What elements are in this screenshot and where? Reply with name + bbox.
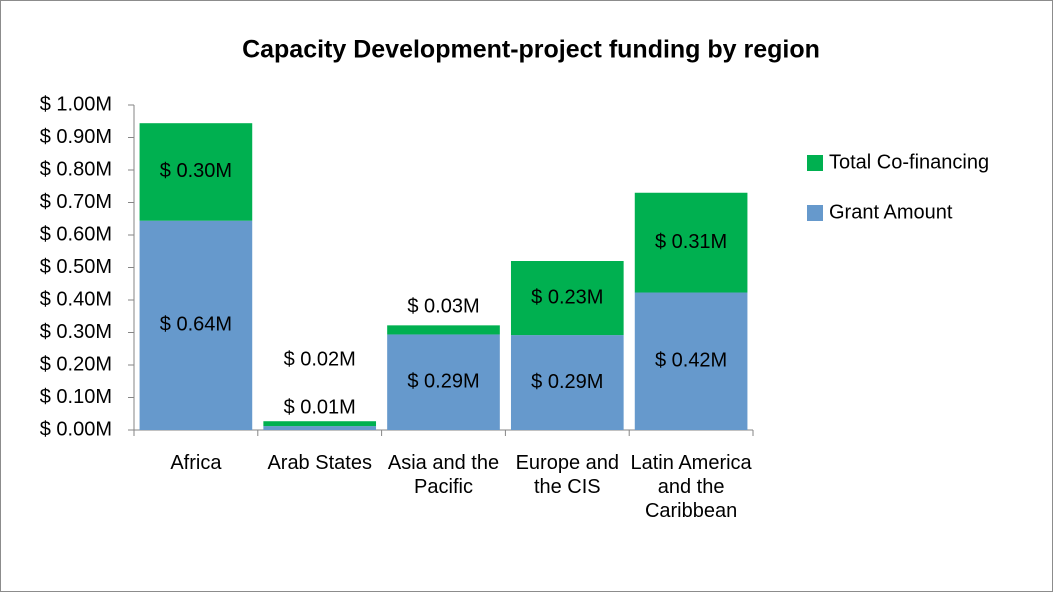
bar-segment <box>634 192 748 293</box>
legend-label: Grant Amount <box>829 201 953 223</box>
bar-segment <box>139 220 253 430</box>
x-tick-label: Africa <box>170 452 222 474</box>
y-tick-label: $ 0.00M <box>40 418 112 440</box>
data-label: $ 0.31M <box>655 231 727 253</box>
y-tick-label: $ 0.40M <box>40 288 112 310</box>
y-tick-label: $ 0.10M <box>40 386 112 408</box>
x-tick-label: Asia and the Pacific <box>387 452 500 498</box>
x-tick-label: Europe and the CIS <box>515 452 619 498</box>
data-label: $ 0.30M <box>160 160 232 182</box>
y-tick-label: $ 0.50M <box>40 256 112 278</box>
bar-segment <box>510 335 624 430</box>
x-tick-label: Latin America and the Caribbean <box>630 452 752 522</box>
data-label: $ 0.01M <box>284 396 356 418</box>
y-tick-label: $ 0.80M <box>40 158 112 180</box>
bar-segment <box>263 426 377 430</box>
legend-swatch <box>807 205 823 221</box>
y-tick-label: $ 0.60M <box>40 223 112 245</box>
data-label: $ 0.64M <box>160 314 232 336</box>
bar-segment <box>263 421 377 427</box>
data-label: $ 0.29M <box>531 371 603 393</box>
legend-swatch <box>807 155 823 171</box>
y-tick-label: $ 0.90M <box>40 126 112 148</box>
bar-segment <box>139 123 253 221</box>
bar-segment <box>387 334 500 430</box>
y-tick-label: $ 0.20M <box>40 353 112 375</box>
bar-segment <box>634 292 748 430</box>
bar-segment <box>510 261 624 336</box>
x-tick-label: Arab States <box>267 452 372 474</box>
bar-segment <box>387 325 500 335</box>
data-label: $ 0.29M <box>407 371 479 393</box>
data-label: $ 0.23M <box>531 286 603 308</box>
data-label: $ 0.03M <box>407 296 479 318</box>
data-label: $ 0.02M <box>284 348 356 370</box>
y-tick-label: $ 0.30M <box>40 321 112 343</box>
y-tick-label: $ 1.00M <box>40 93 112 115</box>
data-label: $ 0.42M <box>655 350 727 372</box>
y-tick-label: $ 0.70M <box>40 191 112 213</box>
chart-title: Capacity Development-project funding by … <box>242 36 820 64</box>
legend-label: Total Co-financing <box>829 151 989 173</box>
